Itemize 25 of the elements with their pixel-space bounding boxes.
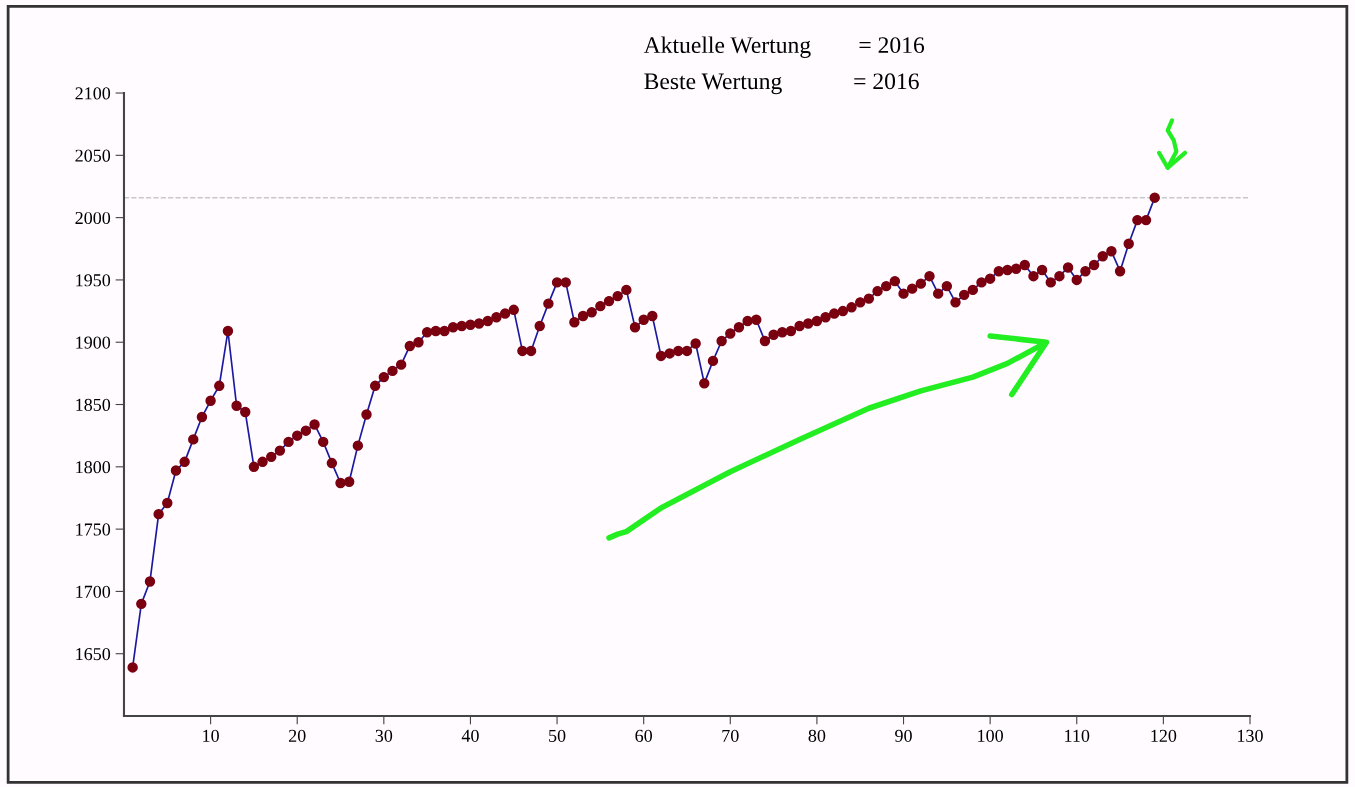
x-tick-label: 10 — [203, 729, 219, 742]
y-tick-label: 1800 — [76, 461, 111, 474]
y-tick-label: 2000 — [75, 211, 111, 225]
y-tick-label: 1700 — [76, 585, 111, 598]
y-tick-label: 1650 — [76, 647, 111, 661]
x-tick-label: 20 — [288, 729, 306, 742]
annotation: Beste Wertung = 2016 — [644, 73, 919, 95]
y-tick-label: 1950 — [76, 274, 111, 287]
x-tick-label: 40 — [461, 729, 479, 742]
y-tick-label: 1850 — [76, 398, 111, 411]
x-tick-label: 100 — [978, 729, 1003, 742]
y-tick-label: 1900 — [76, 336, 111, 349]
text: Aktuelle Wertung = 2016 — [643, 36, 925, 58]
x-tick-label: 120 — [1151, 729, 1177, 742]
y-tick-label: 2050 — [75, 149, 111, 162]
x-tick-label: 130 — [1238, 729, 1263, 742]
x-tick-label: 30 — [375, 729, 393, 742]
x-tick-label: 70 — [722, 729, 739, 742]
x-tick-label: 80 — [808, 729, 826, 742]
y-tick-label: 1750 — [76, 523, 111, 536]
x-tick-label: 110 — [1065, 729, 1090, 742]
x-tick-label: 90 — [895, 729, 912, 742]
x-tick-label: 60 — [635, 729, 653, 742]
y-tick-label: 2100 — [75, 87, 111, 100]
x-tick-label: 50 — [549, 729, 566, 742]
